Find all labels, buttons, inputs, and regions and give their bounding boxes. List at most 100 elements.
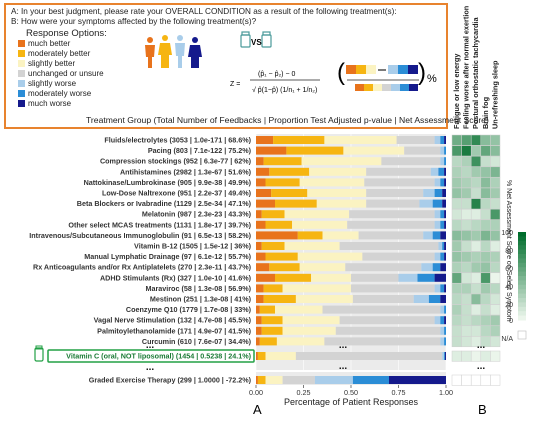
legend-item: slightly worse [18, 79, 76, 88]
bar-segment [440, 263, 446, 272]
bar-segment [339, 316, 435, 325]
heatmap-cell [480, 230, 491, 242]
heatmap-cell [461, 336, 472, 348]
heatmap-cell [490, 304, 501, 316]
heatmap-cell [470, 166, 482, 178]
heatmap-cell [461, 145, 472, 157]
symptom-label: Un-refreshing sleep [490, 60, 499, 129]
heatmap-cell [451, 336, 462, 348]
bar-segment [444, 167, 446, 176]
bar-segment [440, 178, 445, 187]
colorbar-step [518, 280, 526, 286]
legend-label: slightly better [28, 59, 76, 68]
bar-segment [256, 295, 264, 303]
legend-swatch [18, 50, 25, 58]
heatmap-cell [461, 272, 472, 284]
colorbar-step [518, 267, 526, 273]
heatmap-cell [461, 283, 472, 295]
bar-segment [256, 326, 262, 335]
x-tick-label: 0.00 [249, 388, 263, 397]
heatmap-cell [461, 240, 472, 252]
colorbar-tick-label: 80 [505, 248, 513, 255]
bar-segment [351, 284, 435, 293]
heatmap-cell [480, 272, 491, 284]
bar-segment [295, 295, 353, 303]
bar-segment [442, 352, 445, 360]
row-labels: Fluids/electrolytes (3053 | 1.0e-171 | 6… [29, 136, 255, 385]
colorbar-step [518, 276, 526, 281]
colorbar-step [518, 258, 526, 264]
heatmap-cell [461, 166, 472, 178]
bar-segment [286, 146, 344, 155]
bar-segment [358, 231, 424, 240]
heatmap-cell [470, 240, 482, 252]
heatmap-legend: % Net Assessment Score on Select Symptom… [501, 180, 527, 343]
vs-text: VS [251, 38, 262, 47]
heatmap-cell [461, 314, 472, 326]
bar-segment [423, 189, 435, 197]
bar-segment [413, 295, 429, 303]
ellipsis: ... [477, 361, 486, 372]
colorbar-step [518, 249, 526, 255]
legend-swatch [18, 80, 25, 88]
row-label: Fluids/electrolytes (3053 | 1.0e-171 | 6… [104, 136, 251, 145]
heatmap-cell [470, 219, 482, 231]
heatmap-cell [490, 261, 501, 273]
bar-segment [324, 337, 441, 346]
heatmap-cell [470, 208, 482, 220]
ellipsis: ... [339, 361, 348, 372]
na-swatch [517, 330, 527, 340]
bar-segment [275, 273, 312, 282]
legend-label: moderately worse [28, 89, 92, 98]
row-label: Palmitoylethanolamide (171 | 4.9e-07 | 4… [97, 326, 251, 335]
bar-segment [256, 305, 260, 314]
heatmap-cell [490, 166, 501, 178]
legend-swatch [18, 100, 25, 108]
colorbar-step [518, 236, 526, 242]
legend-item: much worse [18, 99, 71, 108]
heatmap-cell [480, 350, 491, 362]
bar-segment [434, 210, 441, 219]
heatmap-cell [461, 134, 472, 146]
bar-segment [256, 220, 266, 229]
heatmap-cell [490, 240, 501, 252]
heatmap-cell [470, 350, 482, 362]
bar-segment [259, 305, 275, 314]
bar-segment [275, 199, 317, 208]
x-axis: 0.00 0.25 0.50 0.75 1.00 Percentage of Patien… [249, 385, 453, 407]
heatmap-cell [451, 374, 462, 386]
heatmap-cell [451, 177, 462, 189]
row-label: Maraviroc (58 | 1.3e-08 | 56.9%) [145, 284, 251, 293]
bar-segment [417, 273, 435, 282]
heatmap-cell [470, 187, 482, 199]
colorbar-step [518, 240, 526, 246]
ellipsis: ... [146, 362, 155, 373]
heatmap-cell [480, 166, 491, 178]
heatmap-cell [451, 240, 462, 252]
heatmap-cell [461, 374, 472, 386]
bar-segment [307, 189, 367, 197]
heatmap-cell [490, 219, 501, 231]
bar-segment [444, 284, 446, 293]
bar-segment [316, 199, 367, 208]
bar-segment [440, 231, 446, 240]
heatmap-cell [480, 251, 491, 263]
bar-segment [284, 210, 350, 219]
bar-segment [423, 231, 433, 240]
bar-segment [324, 136, 397, 144]
row-label: Graded Exercise Therapy (299 | 1.0000 | … [89, 376, 252, 385]
pill-bottle-icon [34, 347, 44, 362]
colorbar-tick-label: 20 [505, 302, 513, 309]
heatmap-cell [490, 325, 501, 337]
bar-segment [265, 352, 296, 360]
heatmap-cell [490, 177, 501, 189]
bar-segment [263, 157, 302, 166]
svg-text:√ p̂(1−p̂) (1/n₁ + 1/n₂): √ p̂(1−p̂) (1/n₁ + 1/n₂) [252, 86, 317, 94]
response-options-title: Response Options: [26, 28, 107, 39]
bar-segment [282, 284, 351, 293]
heatmap-cell [480, 261, 491, 273]
ellipsis-markers: .................. [146, 340, 486, 373]
legend-item: moderately better [18, 49, 90, 58]
bar-segment [442, 199, 446, 208]
